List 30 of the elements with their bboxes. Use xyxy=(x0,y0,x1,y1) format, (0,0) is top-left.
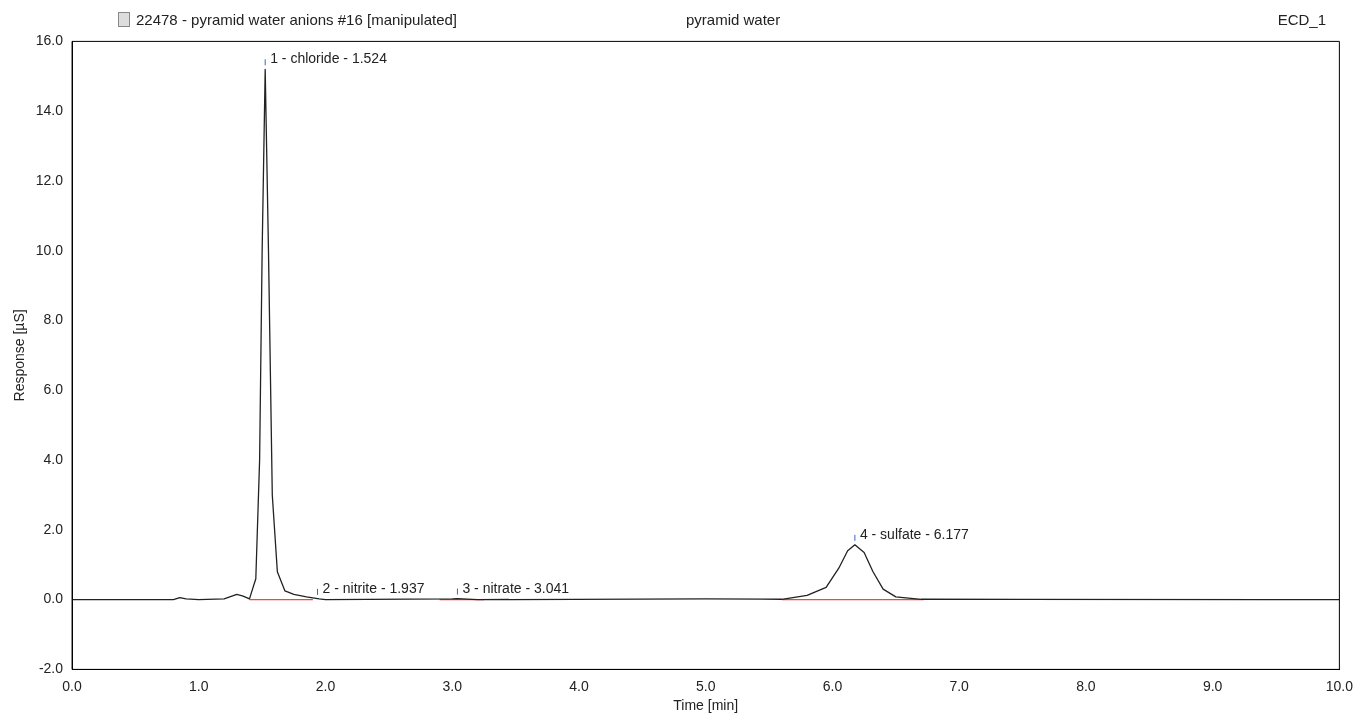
x-tick-label: 6.0 xyxy=(822,677,843,694)
text: ECD_1 xyxy=(1277,10,1326,28)
x-tick-label: 4.0 xyxy=(569,677,589,694)
y-tick-label: -2.0 xyxy=(38,660,64,677)
annotation: 4 - sulfate - 6.177 xyxy=(859,525,970,542)
y-tick-label: 14.0 xyxy=(35,102,64,119)
x-tick-label: 8.0 xyxy=(1076,677,1096,694)
annotation: 1 - chloride - 1.524 xyxy=(270,50,388,67)
x-tick-label: 10.0 xyxy=(1325,677,1354,694)
x-tick-label: 1.0 xyxy=(189,677,209,694)
y-tick-label: 4.0 xyxy=(43,450,64,467)
y-tick-label: 0.0 xyxy=(43,590,64,607)
y-tick-label: 2.0 xyxy=(43,520,64,537)
annotation: 2 - nitrite - 1.937 xyxy=(322,579,425,596)
chart-title: 22478 - pyramid water anions #16 [manipulated] xyxy=(136,10,459,28)
chart-subtitle: pyramid water xyxy=(686,10,781,28)
x-tick-label: 5.0 xyxy=(695,677,716,694)
x-tick-label: 7.0 xyxy=(949,677,970,694)
y-tick-label: 12.0 xyxy=(35,171,64,188)
annotation: 3 - nitrate - 3.041 xyxy=(462,579,570,596)
y-tick-label: 6.0 xyxy=(43,381,64,398)
y-tick-label: 10.0 xyxy=(35,241,64,258)
x-tick-label: 9.0 xyxy=(1202,677,1223,694)
y-axis-title: Response [µS] xyxy=(11,309,28,402)
x-tick-label: 0.0 xyxy=(62,677,82,694)
x-tick-label: 2.0 xyxy=(315,677,336,694)
y-tick-label: 16.0 xyxy=(35,32,64,49)
x-tick-label: 3.0 xyxy=(442,677,463,694)
x-axis-title: Time [min] xyxy=(673,697,739,714)
y-tick-label: 8.0 xyxy=(43,311,64,328)
